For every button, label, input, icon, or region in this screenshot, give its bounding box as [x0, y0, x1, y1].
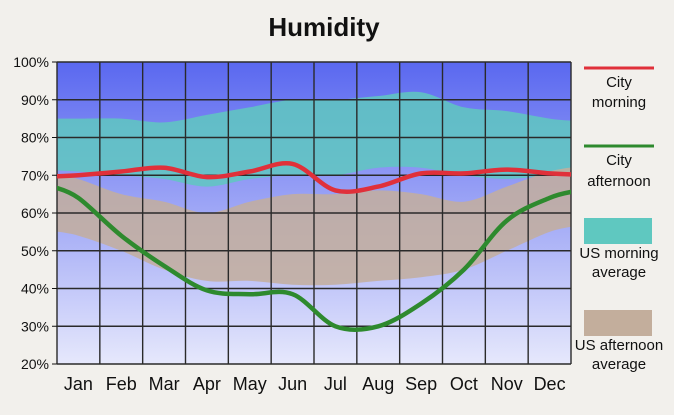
x-tick-label: Feb: [106, 374, 137, 394]
chart-title: Humidity: [268, 12, 380, 42]
y-tick-label: 100%: [13, 54, 49, 70]
y-tick-label: 20%: [21, 356, 49, 372]
x-tick-label: Dec: [534, 374, 566, 394]
legend-label: US afternoon: [575, 337, 663, 354]
x-tick-label: Apr: [193, 374, 221, 394]
legend-label: average: [592, 356, 646, 373]
y-axis: 20% 30% 40% 50% 60% 70% 80% 90% 100%: [13, 54, 57, 372]
x-tick-label: Jan: [64, 374, 93, 394]
x-tick-label: Nov: [491, 374, 523, 394]
y-tick-label: 70%: [21, 167, 49, 183]
legend-swatch: [584, 218, 652, 244]
legend-label: morning: [592, 94, 646, 111]
legend-label: City: [606, 74, 632, 91]
x-tick-label: Sep: [405, 374, 437, 394]
x-tick-label: Mar: [149, 374, 180, 394]
legend-label: afternoon: [587, 173, 650, 190]
y-tick-label: 50%: [21, 243, 49, 259]
x-tick-label: Oct: [450, 374, 478, 394]
x-tick-label: Aug: [362, 374, 394, 394]
y-tick-label: 90%: [21, 92, 49, 108]
y-tick-label: 30%: [21, 318, 49, 334]
legend-label: average: [592, 264, 646, 281]
x-tick-label: May: [233, 374, 267, 394]
x-tick-label: Jun: [278, 374, 307, 394]
x-tick-label: Jul: [324, 374, 347, 394]
legend-label: City: [606, 152, 632, 169]
x-axis: Jan Feb Mar Apr May Jun Jul Aug Sep Oct Nov Dec: [64, 374, 566, 394]
legend: City morning City afternoon US morning averag…: [575, 66, 663, 373]
y-tick-label: 80%: [21, 130, 49, 146]
y-tick-label: 40%: [21, 281, 49, 297]
line-city-afternoon: [57, 185, 571, 332]
y-tick-label: 60%: [21, 205, 49, 221]
legend-label: US morning: [579, 245, 658, 262]
line-city-morning: [57, 160, 571, 195]
grid-layer: [56, 61, 572, 365]
lines-layer: [57, 160, 571, 332]
legend-swatch: [584, 310, 652, 336]
